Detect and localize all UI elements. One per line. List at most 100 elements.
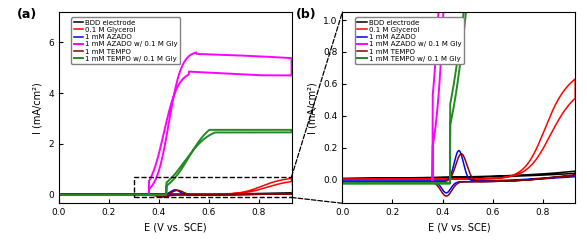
1 mM AZADO	[200, 193, 207, 196]
BDD electrode	[369, 177, 376, 180]
1 mM TEMPO	[484, 180, 491, 183]
Y-axis label: I (mA/cm²): I (mA/cm²)	[32, 82, 42, 134]
Line: 0.1 M Glycerol: 0.1 M Glycerol	[59, 178, 292, 194]
Line: 1 mM AZADO: 1 mM AZADO	[59, 190, 292, 197]
Line: BDD electrode: BDD electrode	[59, 193, 292, 194]
BDD electrode	[55, 193, 62, 196]
1 mM AZADO w/ 0.1 M Gly	[339, 181, 346, 184]
0.1 M Glycerol	[339, 178, 346, 181]
1 mM AZADO	[550, 176, 557, 179]
1 mM TEMPO	[550, 176, 557, 179]
Legend: BDD electrode, 0.1 M Glycerol, 1 mM AZADO, 1 mM AZADO w/ 0.1 M Gly, 1 mM TEMPO, : BDD electrode, 0.1 M Glycerol, 1 mM AZAD…	[355, 17, 464, 64]
1 mM AZADO w/ 0.1 M Gly	[348, 181, 355, 184]
BDD electrode	[288, 192, 295, 195]
BDD electrode	[484, 175, 491, 178]
0.1 M Glycerol	[266, 182, 273, 185]
Text: (b): (b)	[296, 8, 316, 21]
1 mM AZADO w/ 0.1 M Gly	[422, 181, 429, 184]
1 mM TEMPO	[159, 196, 166, 198]
1 mM TEMPO	[174, 189, 181, 192]
1 mM AZADO	[339, 180, 346, 182]
1 mM AZADO	[443, 191, 450, 194]
X-axis label: E (V vs. SCE): E (V vs. SCE)	[427, 223, 490, 233]
0.1 M Glycerol	[348, 178, 355, 181]
0.1 M Glycerol	[572, 77, 579, 80]
Line: 1 mM TEMPO: 1 mM TEMPO	[342, 154, 575, 196]
1 mM AZADO	[55, 193, 62, 196]
1 mM AZADO w/ 0.1 M Gly	[339, 181, 346, 184]
1 mM TEMPO w/ 0.1 M Gly	[200, 138, 207, 141]
1 mM TEMPO	[64, 193, 71, 196]
0.1 M Glycerol	[200, 193, 207, 196]
Text: (a): (a)	[17, 8, 37, 21]
1 mM TEMPO w/ 0.1 M Gly	[348, 182, 355, 185]
1 mM TEMPO	[55, 193, 62, 196]
1 mM TEMPO	[55, 193, 62, 196]
1 mM TEMPO w/ 0.1 M Gly	[369, 182, 376, 185]
BDD electrode	[85, 193, 92, 196]
BDD electrode	[139, 193, 146, 196]
1 mM AZADO	[55, 193, 62, 196]
1 mM AZADO w/ 0.1 M Gly	[200, 71, 207, 74]
1 mM TEMPO	[458, 152, 465, 155]
1 mM TEMPO w/ 0.1 M Gly	[422, 182, 429, 185]
0.1 M Glycerol	[484, 177, 491, 180]
1 mM AZADO	[85, 193, 92, 196]
X-axis label: E (V vs. SCE): E (V vs. SCE)	[144, 223, 207, 233]
Line: 1 mM AZADO w/ 0.1 M Gly: 1 mM AZADO w/ 0.1 M Gly	[342, 0, 575, 182]
0.1 M Glycerol	[422, 178, 429, 181]
0.1 M Glycerol	[339, 178, 346, 181]
1 mM AZADO w/ 0.1 M Gly	[282, 74, 289, 77]
1 mM AZADO	[456, 149, 463, 152]
0.1 M Glycerol	[369, 178, 376, 181]
1 mM AZADO	[64, 193, 71, 196]
BDD electrode	[339, 177, 346, 180]
1 mM AZADO w/ 0.1 M Gly	[55, 193, 62, 196]
1 mM TEMPO w/ 0.1 M Gly	[139, 194, 146, 197]
1 mM TEMPO w/ 0.1 M Gly	[55, 194, 62, 197]
Line: 1 mM AZADO: 1 mM AZADO	[342, 151, 575, 193]
0.1 M Glycerol	[85, 193, 92, 196]
BDD electrode	[200, 193, 207, 196]
1 mM AZADO	[368, 180, 375, 183]
1 mM TEMPO w/ 0.1 M Gly	[206, 129, 213, 131]
1 mM AZADO w/ 0.1 M Gly	[139, 193, 146, 196]
1 mM AZADO w/ 0.1 M Gly	[369, 181, 376, 184]
1 mM AZADO	[266, 193, 273, 196]
1 mM TEMPO	[348, 180, 355, 183]
0.1 M Glycerol	[55, 193, 62, 196]
1 mM TEMPO	[339, 180, 346, 183]
Legend: BDD electrode, 0.1 M Glycerol, 1 mM AZADO, 1 mM AZADO w/ 0.1 M Gly, 1 mM TEMPO, : BDD electrode, 0.1 M Glycerol, 1 mM AZAD…	[72, 17, 180, 64]
0.1 M Glycerol	[55, 193, 62, 196]
BDD electrode	[549, 172, 556, 174]
Bar	[134, 177, 292, 197]
1 mM AZADO	[172, 189, 179, 191]
BDD electrode	[282, 192, 289, 195]
0.1 M Glycerol	[288, 177, 295, 180]
0.1 M Glycerol	[139, 193, 146, 196]
Line: 0.1 M Glycerol: 0.1 M Glycerol	[342, 79, 575, 179]
1 mM AZADO	[159, 195, 166, 198]
1 mM TEMPO	[368, 180, 375, 183]
1 mM TEMPO w/ 0.1 M Gly	[85, 194, 92, 197]
1 mM AZADO	[348, 180, 355, 182]
1 mM TEMPO w/ 0.1 M Gly	[55, 194, 62, 197]
1 mM TEMPO	[566, 174, 573, 177]
Line: 1 mM TEMPO w/ 0.1 M Gly: 1 mM TEMPO w/ 0.1 M Gly	[342, 0, 575, 183]
1 mM TEMPO w/ 0.1 M Gly	[266, 129, 273, 131]
1 mM AZADO w/ 0.1 M Gly	[55, 193, 62, 196]
1 mM AZADO	[282, 193, 289, 196]
1 mM TEMPO	[282, 192, 289, 195]
1 mM AZADO	[139, 193, 146, 196]
1 mM AZADO w/ 0.1 M Gly	[85, 193, 92, 196]
1 mM TEMPO w/ 0.1 M Gly	[64, 194, 71, 197]
0.1 M Glycerol	[549, 108, 556, 111]
BDD electrode	[572, 170, 579, 173]
1 mM AZADO	[566, 175, 573, 178]
Line: 1 mM TEMPO: 1 mM TEMPO	[59, 190, 292, 197]
0.1 M Glycerol	[566, 102, 573, 105]
0.1 M Glycerol	[282, 181, 289, 184]
BDD electrode	[64, 193, 71, 196]
BDD electrode	[55, 193, 62, 196]
1 mM TEMPO	[339, 180, 346, 183]
